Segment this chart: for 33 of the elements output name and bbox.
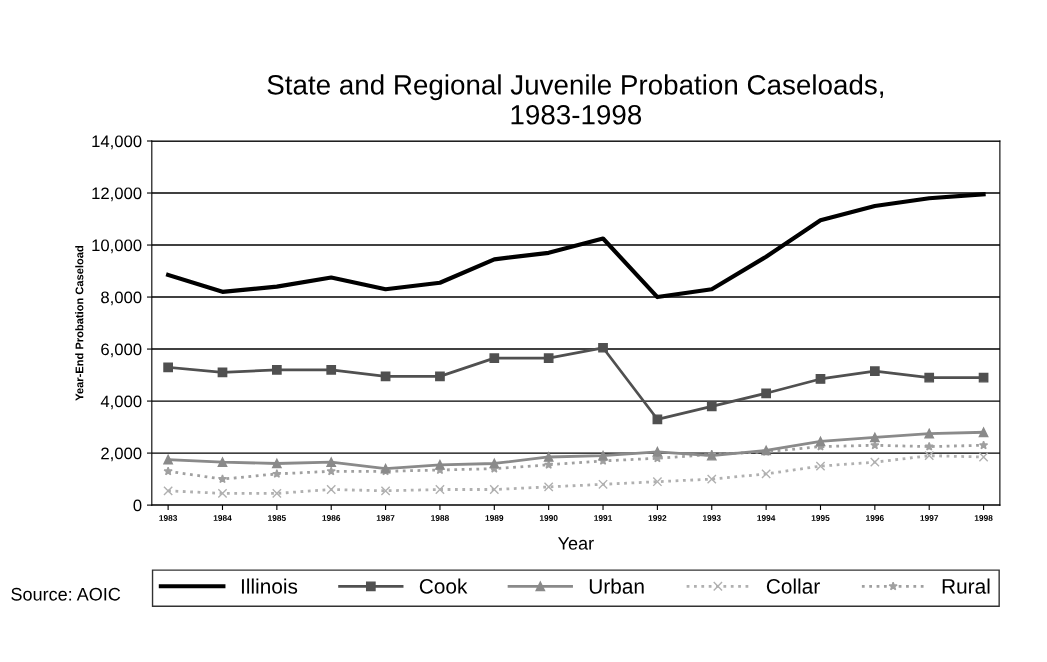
x-tick-label: 1990 xyxy=(539,515,558,521)
x-axis-title: Year xyxy=(558,537,594,550)
x-tick-label: 1998 xyxy=(974,515,993,521)
x-tick-label: 1995 xyxy=(811,515,830,521)
y-tick-label: 6,000 xyxy=(101,343,142,358)
x-tick-label: 1996 xyxy=(866,515,884,521)
x-tick-label: 1993 xyxy=(703,515,721,521)
x-tick-label: 1989 xyxy=(485,515,504,521)
x-tick-label: 1984 xyxy=(213,515,232,521)
y-tick-label: 12,000 xyxy=(92,187,142,202)
legend-label: Rural xyxy=(942,578,990,594)
chart-title: State and Regional Juvenile Probation Caseloads, 1983-1998 xyxy=(267,74,883,125)
y-tick-label: 2,000 xyxy=(101,447,142,462)
y-tick-label: 4,000 xyxy=(100,395,142,410)
x-tick-label: 1992 xyxy=(648,515,667,521)
legend-label: Illinois xyxy=(241,578,298,594)
source-note: Source: AOIC xyxy=(11,587,121,601)
y-tick-label: 8,000 xyxy=(101,291,142,306)
x-tick-label: 1988 xyxy=(431,515,449,521)
legend-label: Collar xyxy=(766,578,820,594)
y-axis-title: Year-End Probation Caseload xyxy=(75,245,84,401)
x-tick-label: 1994 xyxy=(757,515,776,521)
x-tick-label: 1997 xyxy=(920,515,939,521)
y-tick-label: 10,000 xyxy=(92,239,142,254)
x-tick-label: 1991 xyxy=(594,515,613,521)
y-tick-label: 0 xyxy=(133,499,142,512)
x-tick-label: 1987 xyxy=(376,515,395,521)
x-tick-label: 1983 xyxy=(159,515,178,521)
legend-label: Cook xyxy=(419,578,468,594)
x-tick-label: 1986 xyxy=(322,515,341,521)
legend-label: Urban xyxy=(589,578,644,594)
y-tick-label: 14,000 xyxy=(92,135,142,150)
x-tick-label: 1985 xyxy=(268,515,286,521)
